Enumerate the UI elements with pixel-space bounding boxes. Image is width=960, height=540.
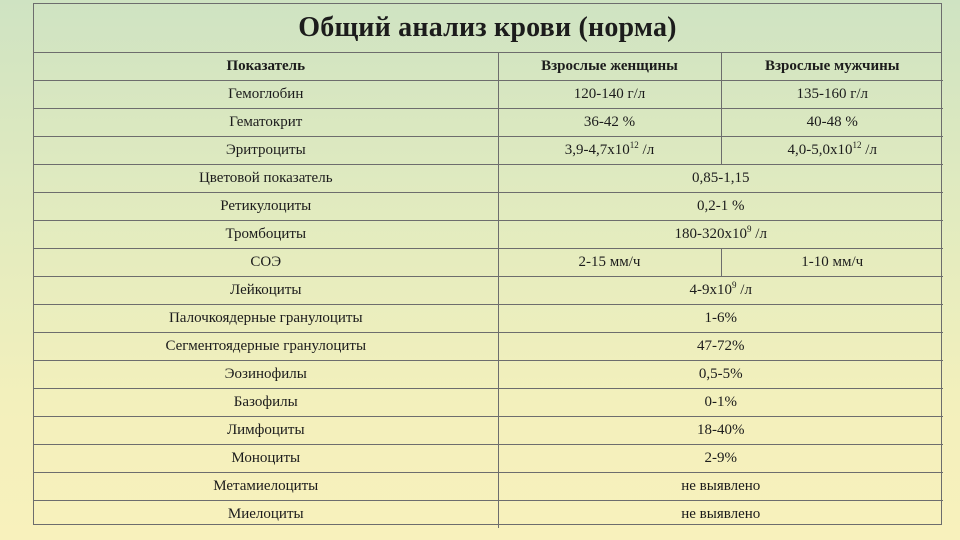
table-row: Моноциты 2-9% [34, 444, 943, 473]
table-row: Цветовой показатель 0,85-1,15 [34, 164, 943, 193]
table-row: Эозинофилы 0,5-5% [34, 360, 943, 389]
indicator-name: Гемоглобин [34, 80, 498, 109]
norms-table: Показатель Взрослые женщины Взрослые муж… [34, 53, 943, 528]
norm-value-women: 3,9-4,7х1012 /л [497, 136, 721, 165]
indicator-name: Миелоциты [34, 500, 498, 528]
indicator-name: Сегментоядерные гранулоциты [34, 332, 498, 361]
table-row: Лейкоциты 4-9х109 /л [34, 276, 943, 305]
column-header-indicator: Показатель [226, 58, 306, 74]
norm-value-both: 0,5-5% [497, 360, 943, 389]
table-row: Тромбоциты 180-320х109 /л [34, 220, 943, 249]
table-row: Метамиелоциты не выявлено [34, 472, 943, 501]
norm-value-men: 135-160 г/л [720, 80, 943, 109]
norm-value-both: 4-9х109 /л [497, 276, 943, 305]
norm-value-both: 2-9% [497, 444, 943, 473]
table-row: Эритроциты 3,9-4,7х1012 /л 4,0-5,0х1012 /л [34, 136, 943, 165]
norm-value-both: 18-40% [497, 416, 943, 445]
table-row: Сегментоядерные гранулоциты 47-72% [34, 332, 943, 361]
table-row: Гемоглобин 120-140 г/л 135-160 г/л [34, 80, 943, 109]
norm-value-both: 47-72% [497, 332, 943, 361]
norm-value-both: 0-1% [497, 388, 943, 417]
table-row: Базофилы 0-1% [34, 388, 943, 417]
norm-value-men: 4,0-5,0х1012 /л [720, 136, 943, 165]
table-row: Гематокрит 36-42 % 40-48 % [34, 108, 943, 137]
indicator-name: Эозинофилы [34, 360, 498, 389]
norm-value-women: 2-15 мм/ч [497, 248, 721, 277]
table-row: Лимфоциты 18-40% [34, 416, 943, 445]
column-header-women: Взрослые женщины [497, 53, 721, 81]
norm-value-both: 0,2-1 % [497, 192, 943, 221]
indicator-name: Эритроциты [34, 136, 498, 165]
indicator-name: СОЭ [34, 248, 498, 277]
table-row: Палочкоядерные гранулоциты 1-6% [34, 304, 943, 333]
norm-value-men: 1-10 мм/ч [720, 248, 943, 277]
indicator-name: Тромбоциты [34, 220, 498, 249]
indicator-name: Цветовой показатель [34, 164, 498, 193]
blood-test-table-frame: Общий анализ крови (норма) Показатель Вз… [33, 3, 943, 528]
table-header-row: Показатель Взрослые женщины Взрослые муж… [34, 53, 943, 81]
table-body: Гемоглобин 120-140 г/л 135-160 г/л Гематокр… [34, 80, 943, 528]
indicator-name: Ретикулоциты [34, 192, 498, 221]
norm-value-women: 120-140 г/л [497, 80, 721, 109]
norm-value-both: не выявлено [497, 472, 943, 501]
indicator-name: Лимфоциты [34, 416, 498, 445]
norm-value-men: 40-48 % [720, 108, 943, 137]
indicator-name: Гематокрит [34, 108, 498, 137]
table-row: СОЭ 2-15 мм/ч 1-10 мм/ч [34, 248, 943, 277]
page-title: Общий анализ крови (норма) [34, 4, 941, 53]
norm-value-women: 36-42 % [497, 108, 721, 137]
indicator-name: Палочкоядерные гранулоциты [34, 304, 498, 333]
norm-value-both: 180-320х109 /л [497, 220, 943, 249]
column-header-men: Взрослые мужчины [720, 53, 943, 81]
indicator-name: Моноциты [34, 444, 498, 473]
table-row: Ретикулоциты 0,2-1 % [34, 192, 943, 221]
norm-value-both: 1-6% [497, 304, 943, 333]
indicator-name: Лейкоциты [34, 276, 498, 305]
indicator-name: Метамиелоциты [34, 472, 498, 501]
indicator-name: Базофилы [34, 388, 498, 417]
norm-value-both: 0,85-1,15 [497, 164, 943, 193]
norm-value-both: не выявлено [497, 500, 943, 528]
table-row: Миелоциты не выявлено [34, 500, 943, 528]
